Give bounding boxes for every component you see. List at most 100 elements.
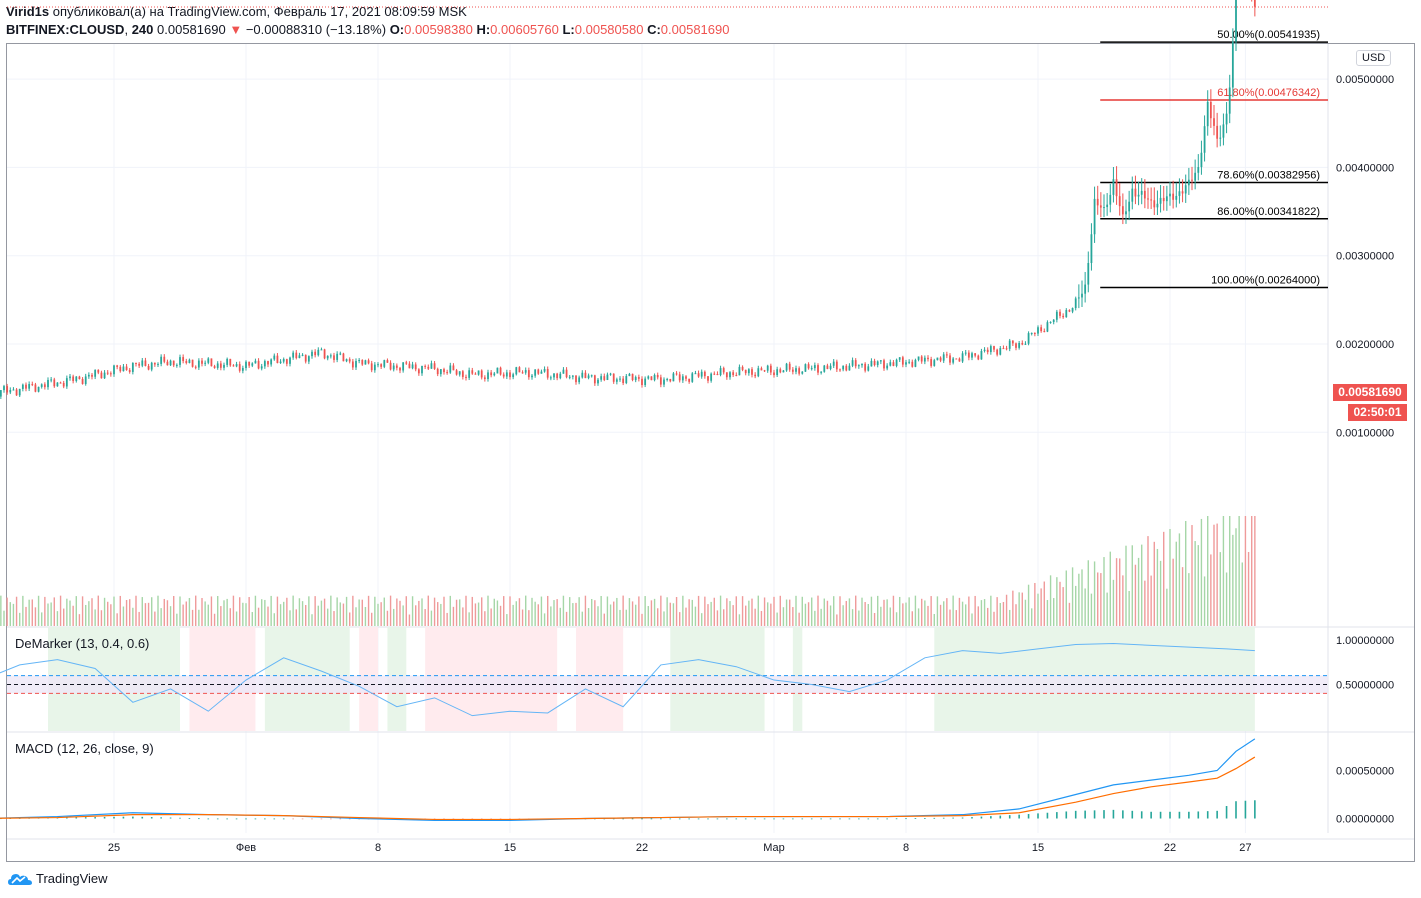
volume-bar [990,595,992,626]
candle-body [967,352,970,358]
volume-bar [185,601,187,626]
candle-body [40,384,43,387]
volume-bar [257,607,260,626]
demarker-legend[interactable]: DeMarker (13, 0.4, 0.6) [15,636,150,651]
volume-bar [826,600,829,626]
volume-bar [1097,572,1099,626]
candle-body [135,363,137,365]
volume-bar [455,599,458,626]
volume-bar [59,595,62,626]
candle-body [807,364,810,369]
volume-bar [1012,590,1014,626]
volume-bar [965,604,967,626]
volume-bar [396,598,398,626]
fib-retracement [1100,41,1328,289]
candle-body [62,382,65,387]
volume-bar [1075,585,1077,626]
time-axis-tick: 25 [108,842,120,854]
fib-level-label: 61.80%(0.00476342) [1217,87,1320,99]
volume-bar [877,595,879,626]
high-label: H: [476,22,491,37]
macd-histogram-bar [66,817,68,819]
volume-bar [198,609,200,626]
macd-legend[interactable]: MACD (12, 26, close, 9) [15,741,154,756]
macd-histogram-bar [160,817,162,819]
candle-body [675,373,678,375]
volume-bar [465,595,467,626]
candle-body [795,368,797,372]
tradingview-logo[interactable]: TradingView [8,871,108,886]
candle-body [553,373,555,378]
candle-body [1112,179,1115,195]
volume-bar [814,610,816,626]
volume-bar [173,596,175,626]
candle-body [1235,0,1237,42]
volume-bar [88,601,90,626]
volume-bar [858,610,860,626]
volume-bar [141,597,143,626]
volume-bar [1225,572,1228,626]
candle-body [116,365,119,367]
signal-line [0,756,1256,821]
volume-bar [232,595,235,626]
volume-bar [393,608,395,626]
candle-body [546,369,549,378]
volume-bar [983,599,986,626]
candle-body [421,365,423,374]
candle-body [345,359,348,362]
candle-body [958,358,961,362]
volume-bar [113,596,115,626]
time-axis-tick: Фев [236,842,256,854]
volume-bar [314,596,316,626]
volume-bar [836,614,838,626]
volume-bar [572,603,574,626]
candle-body [930,359,933,366]
symbol-name[interactable]: BITFINEX:CLOUSD [6,22,125,37]
volume-bar [78,614,81,626]
chart-frame[interactable] [6,43,1415,862]
volume-bar [663,611,665,626]
volume-bar [1031,608,1033,626]
volume-bar [160,608,162,626]
volume-bar [999,603,1001,626]
volume-bar [207,604,209,626]
macd-histogram-bar [858,818,860,820]
volume-bar [949,609,951,626]
candle-body [672,373,675,382]
candle-body [1087,263,1090,285]
candle-body [697,373,700,377]
volume-bar [119,595,121,626]
volume-bar [829,605,832,626]
interval-label: 240 [131,22,154,37]
volume-bar [1169,529,1171,626]
candle-body [1027,333,1030,344]
volume-bar [405,596,407,626]
candle-body [91,374,93,377]
author-name[interactable]: Virid1s [6,4,50,19]
candle-body [499,367,502,375]
volume-bar [15,596,18,626]
candle-body [1084,284,1087,294]
candle-body [1037,327,1039,334]
candle-body [408,363,411,369]
candle-body [876,361,879,366]
candle-body [619,378,621,380]
candle-body [791,369,794,372]
candle-body [1165,196,1168,202]
volume-bar [1150,575,1152,626]
candle-body [474,373,477,375]
macd-histogram-bar [301,818,304,820]
candle-body [329,355,332,357]
candle-body [37,386,40,392]
candle-body [509,372,511,378]
volume-bar [785,599,788,626]
volume-bar [481,597,483,626]
candle-body [1065,310,1068,318]
candle-body [254,360,257,364]
candle-body [700,371,703,377]
macd-histogram-bar [264,818,266,820]
volume-bar [760,610,763,626]
volume-bar [154,611,156,626]
currency-badge[interactable]: USD [1356,50,1392,66]
